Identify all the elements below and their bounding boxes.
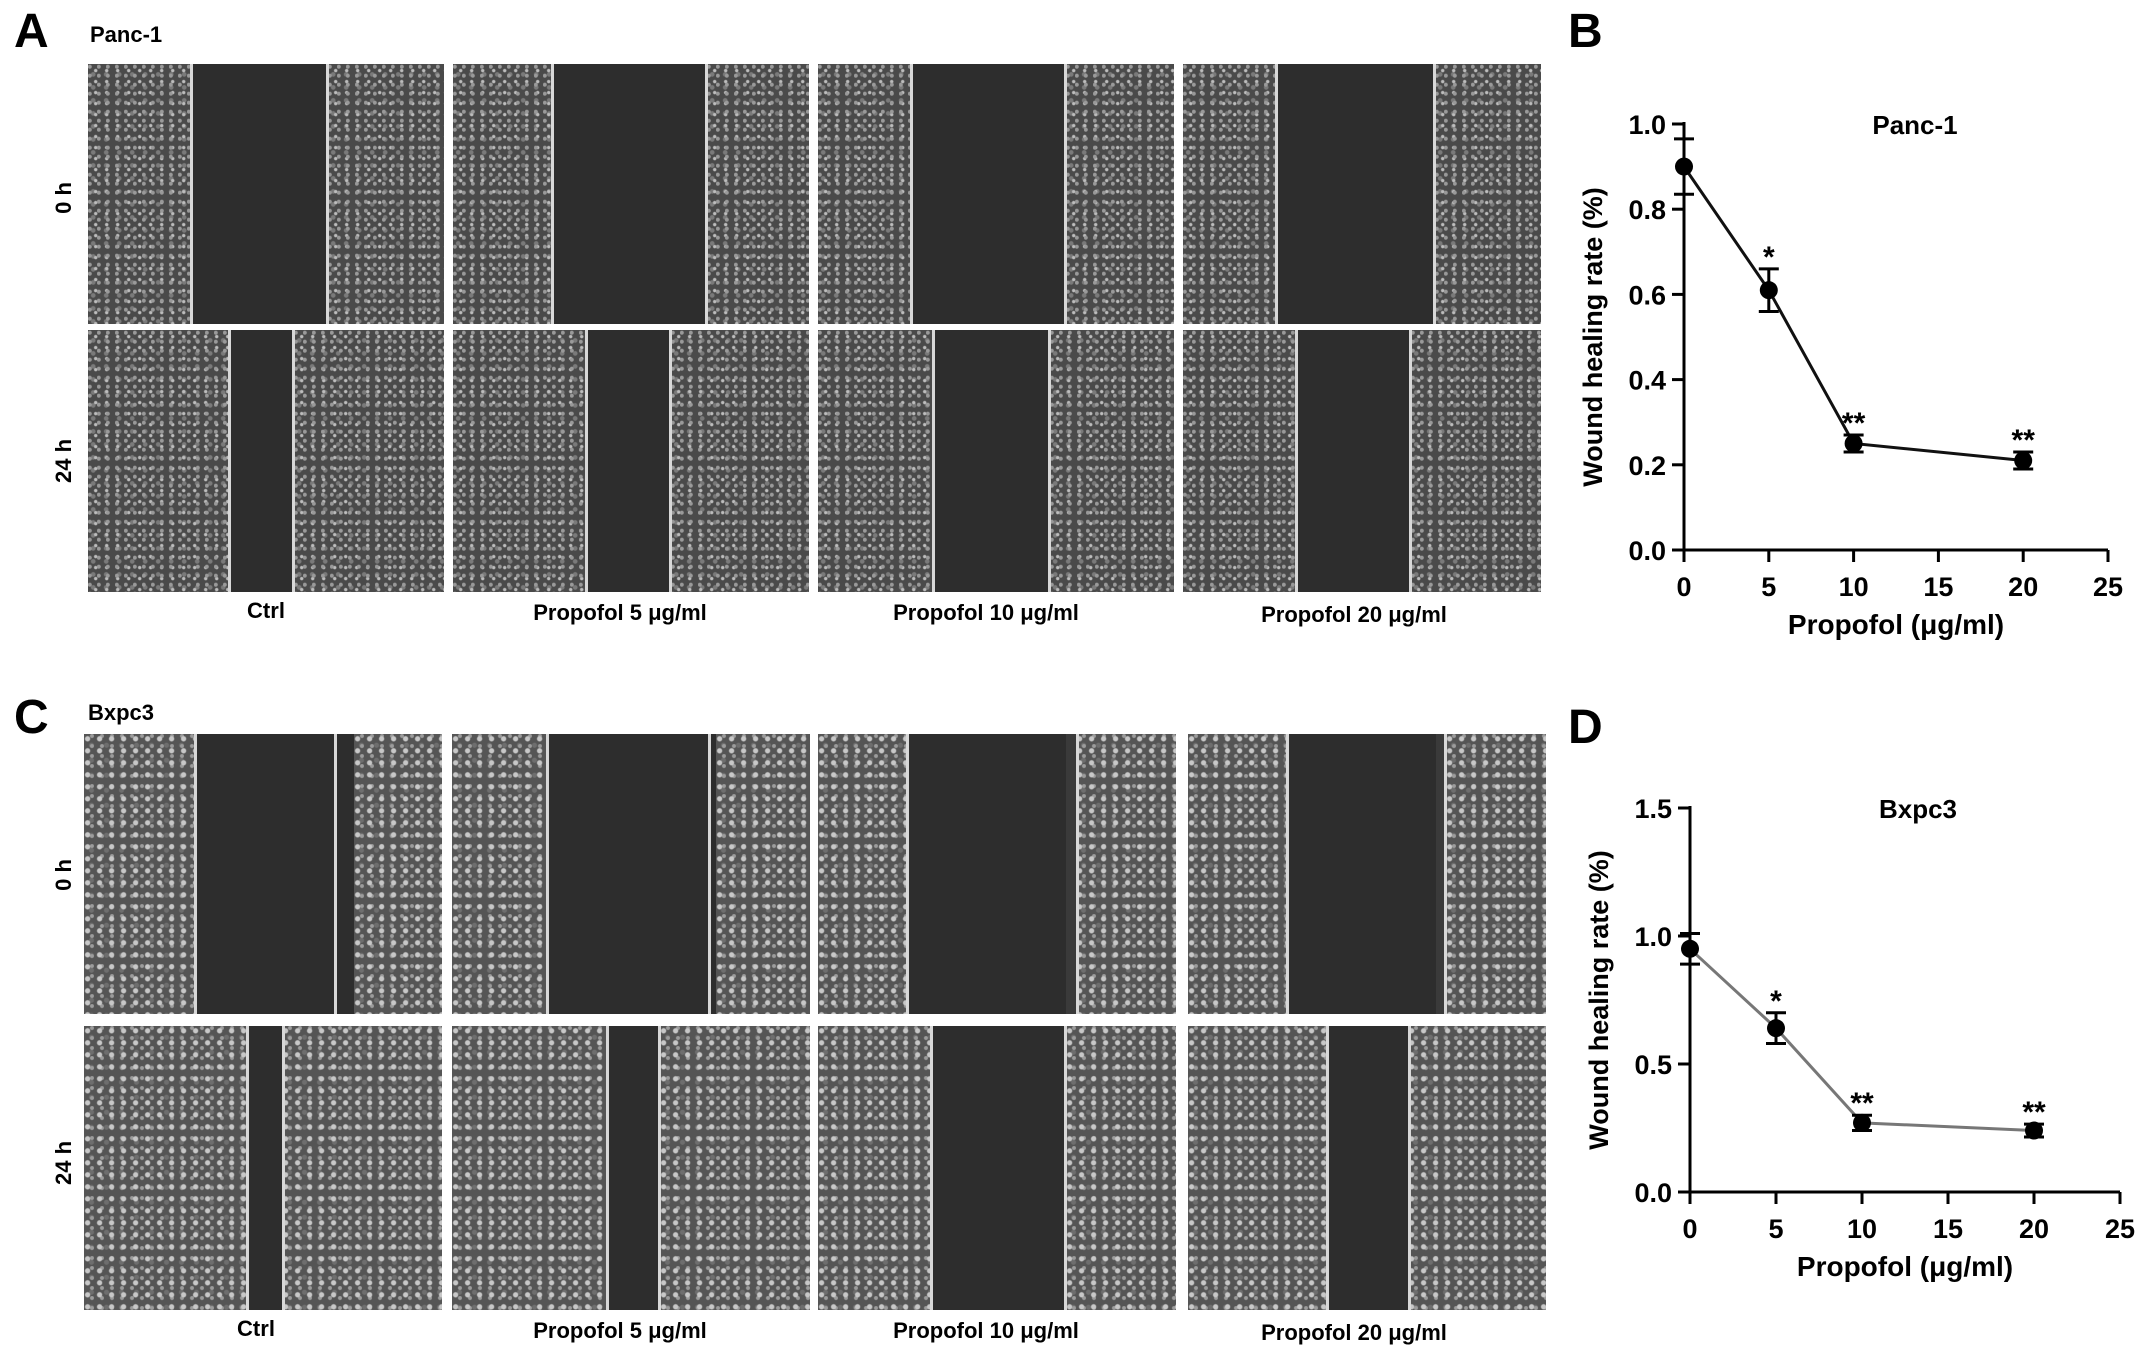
x-tick-label: 5 [1768, 1214, 1783, 1244]
x-tick-label: 25 [2105, 1214, 2135, 1244]
micrograph-panc1-24h-p10 [818, 330, 1174, 592]
row-label-0h-a: 0 h [51, 182, 76, 214]
data-point [1759, 281, 1778, 300]
column-label-ctrl-a: Ctrl [247, 598, 285, 623]
x-axis-label: Propofol (μg/ml) [1797, 1251, 2013, 1282]
panel-letter-a: A [14, 5, 49, 58]
x-tick-label: 10 [1839, 572, 1869, 602]
column-label-p10-c: Propofol 10 μg/ml [893, 1318, 1079, 1343]
panel-letter-b: B [1568, 5, 1603, 58]
y-tick-label: 0.0 [1634, 1178, 1672, 1208]
cell-line-label-panc1: Panc-1 [90, 22, 163, 47]
y-tick-label: 0.0 [1628, 536, 1666, 566]
y-tick-label: 0.5 [1634, 1050, 1672, 1080]
x-axis-label: Propofol (μg/ml) [1788, 609, 2004, 640]
panel-letter-c: C [14, 691, 49, 744]
chart-b-panc1: 0.0 0.2 0.4 0.6 0.8 1.0 0 5 10 15 20 25 Propofol (μg… [1578, 110, 2123, 640]
significance-marker: ** [2022, 1096, 2046, 1129]
column-label-p20-c: Propofol 20 μg/ml [1261, 1320, 1447, 1345]
significance-marker: ** [1842, 407, 1866, 440]
data-point [1675, 157, 1693, 176]
micrograph-panc1-0h-p10 [818, 64, 1174, 324]
y-tick-label: 0.8 [1628, 195, 1666, 225]
micrograph-bxpc3-24h-p10 [818, 1026, 1176, 1310]
column-label-p5-a: Propofol 5 μg/ml [533, 600, 707, 625]
x-tick-label: 10 [1847, 1214, 1877, 1244]
data-point [1844, 434, 1863, 453]
y-tick-label: 1.0 [1634, 922, 1672, 952]
row-label-24h-c: 24 h [51, 1140, 76, 1186]
x-tick-label: 0 [1682, 1214, 1697, 1244]
column-label-ctrl-c: Ctrl [237, 1316, 275, 1341]
micrograph-panc1-24h-ctrl [88, 330, 444, 592]
y-tick-label: 0.6 [1628, 280, 1666, 310]
y-axis-label: Wound healing rate (%) [1578, 187, 1608, 487]
significance-marker: ** [1850, 1087, 1874, 1120]
micrograph-panc1-0h-p5 [453, 64, 809, 324]
significance-marker: * [1770, 985, 1782, 1018]
micrograph-bxpc3-0h-p10 [818, 734, 1176, 1014]
data-point [2014, 451, 2033, 470]
micrograph-panc1-0h-p20 [1183, 64, 1541, 324]
y-tick-label: 0.2 [1628, 451, 1666, 481]
micrograph-bxpc3-24h-p5 [452, 1026, 810, 1310]
micrograph-bxpc3-24h-p20 [1188, 1026, 1546, 1310]
x-tick-label: 25 [2093, 572, 2123, 602]
column-label-p20-a: Propofol 20 μg/ml [1261, 602, 1447, 627]
data-point [1681, 939, 1699, 958]
chart-title: Bxpc3 [1879, 794, 1957, 824]
micrograph-bxpc3-0h-ctrl [84, 734, 442, 1014]
micrograph-bxpc3-0h-p20 [1188, 734, 1546, 1014]
x-tick-label: 5 [1761, 572, 1776, 602]
data-point [1767, 1019, 1785, 1038]
micrograph-bxpc3-0h-p5 [452, 734, 810, 1014]
x-tick-label: 20 [2008, 572, 2038, 602]
significance-marker: ** [2012, 424, 2036, 457]
micrograph-panc1-24h-p5 [453, 330, 809, 592]
micrograph-panc1-24h-p20 [1183, 330, 1541, 592]
significance-marker: * [1763, 241, 1775, 274]
x-tick-label: 15 [1933, 1214, 1963, 1244]
x-tick-label: 0 [1676, 572, 1691, 602]
micrograph-bxpc3-24h-ctrl [84, 1026, 442, 1310]
row-label-0h-c: 0 h [51, 859, 76, 891]
row-label-24h-a: 24 h [51, 438, 76, 484]
micrograph-panc1-0h-ctrl [88, 64, 444, 324]
series-line [1688, 947, 2035, 1133]
y-tick-label: 1.0 [1628, 110, 1666, 140]
cell-line-label-bxpc3: Bxpc3 [88, 700, 155, 725]
x-tick-label: 15 [1923, 572, 1953, 602]
chart-d-bxpc3: 0.0 0.5 1.0 1.5 0 5 10 15 20 25 Propofol (μg/ml) Wo… [1584, 794, 2135, 1282]
y-tick-label: 1.5 [1634, 794, 1672, 824]
x-tick-label: 20 [2019, 1214, 2049, 1244]
y-axis-label: Wound healing rate (%) [1584, 850, 1614, 1150]
y-tick-label: 0.4 [1628, 366, 1666, 396]
data-point [1853, 1113, 1871, 1132]
series-line [1682, 165, 2024, 463]
panel-letter-d: D [1568, 701, 1603, 754]
data-point [2025, 1121, 2043, 1140]
chart-title: Panc-1 [1872, 110, 1957, 140]
column-label-p10-a: Propofol 10 μg/ml [893, 600, 1079, 625]
column-label-p5-c: Propofol 5 μg/ml [533, 1318, 707, 1343]
